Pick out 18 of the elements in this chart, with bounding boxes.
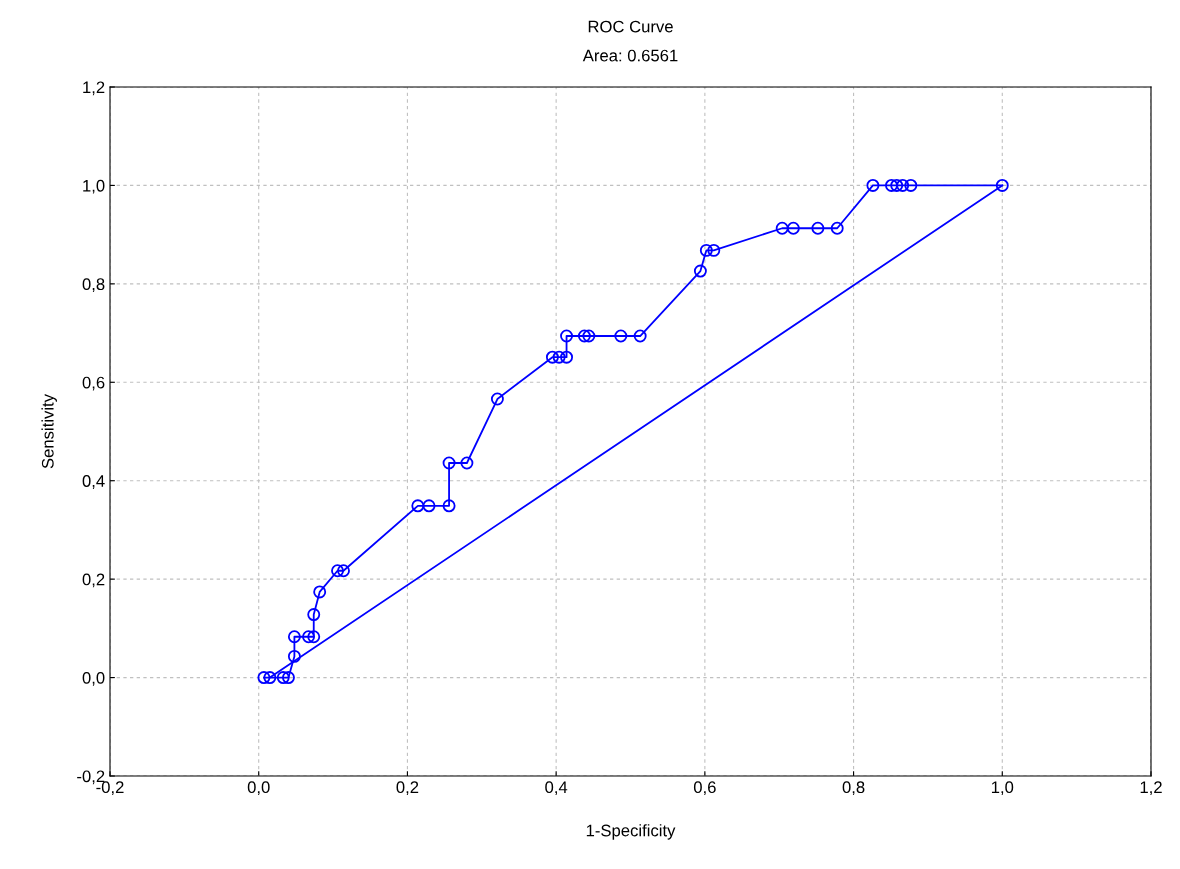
y-tick-label: 0,2 bbox=[82, 573, 105, 588]
chart-title: ROC Curve bbox=[588, 20, 673, 33]
y-tick-label: 0,8 bbox=[82, 278, 105, 293]
x-tick-label: 0,8 bbox=[842, 781, 865, 796]
x-tick-label: 0,6 bbox=[693, 781, 716, 796]
chart-subtitle: Area: 0.6561 bbox=[582, 49, 678, 62]
x-tick-label: 0,4 bbox=[545, 781, 568, 796]
y-tick-label: 1,0 bbox=[83, 179, 105, 194]
x-tick-label: 0,0 bbox=[247, 781, 270, 796]
y-tick-label: 0,4 bbox=[82, 475, 105, 489]
x-axis-title: 1-Specificity bbox=[586, 824, 676, 840]
x-tick-label: 1,0 bbox=[991, 781, 1014, 796]
y-tick-label: 0,6 bbox=[82, 376, 105, 391]
y-tick-label: 0,0 bbox=[82, 671, 105, 686]
y-axis-title: Sensitivity bbox=[41, 394, 57, 469]
x-tick-label: 1,2 bbox=[1140, 781, 1162, 796]
x-tick-label: 0,2 bbox=[396, 781, 419, 796]
y-tick-label: 1,2 bbox=[83, 81, 105, 96]
